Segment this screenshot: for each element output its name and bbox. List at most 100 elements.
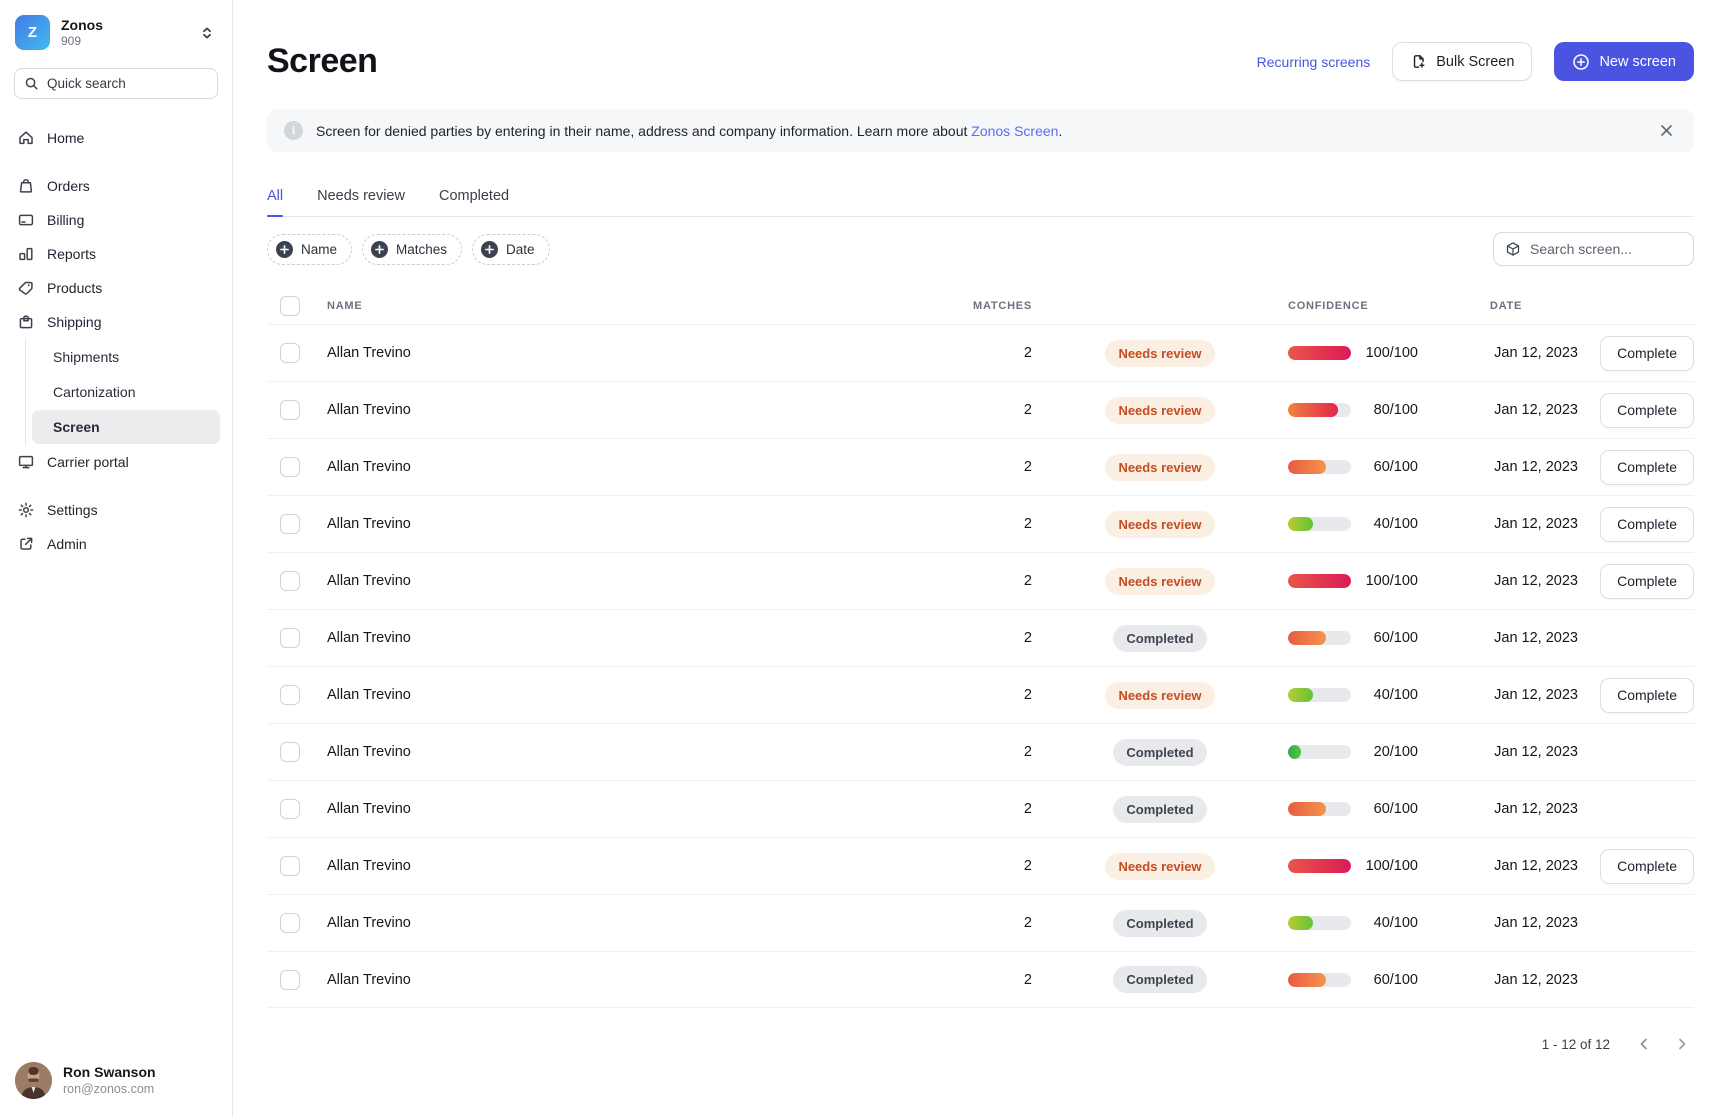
row-checkbox[interactable]	[280, 400, 300, 420]
plus-icon	[371, 241, 388, 258]
org-switcher[interactable]: Z Zonos 909	[0, 0, 232, 60]
banner-text: Screen for denied parties by entering in…	[316, 123, 1643, 139]
confidence-value: 20/100	[1363, 744, 1418, 760]
complete-button[interactable]: Complete	[1600, 507, 1694, 542]
sidebar-subitem-cartonization[interactable]: Cartonization	[32, 375, 220, 409]
chevron-left-icon[interactable]	[1632, 1032, 1656, 1056]
row-checkbox[interactable]	[280, 343, 300, 363]
row-checkbox[interactable]	[280, 742, 300, 762]
sidebar-item-label: Orders	[47, 178, 90, 194]
row-name: Allan Trevino	[327, 744, 906, 760]
info-banner: i Screen for denied parties by entering …	[267, 109, 1694, 152]
complete-button[interactable]: Complete	[1600, 849, 1694, 884]
tab-completed[interactable]: Completed	[439, 188, 509, 216]
table-header: Name Matches Confidence Date	[267, 287, 1694, 324]
row-checkbox[interactable]	[280, 457, 300, 477]
confidence-bar	[1288, 745, 1351, 759]
sidebar-item-orders[interactable]: Orders	[0, 169, 232, 203]
sidebar-item-label: Shipping	[47, 314, 102, 330]
sidebar-nav: Home Orders Billing Reports Products Shipping…	[0, 121, 232, 1048]
complete-button[interactable]: Complete	[1600, 336, 1694, 371]
sidebar-item-settings[interactable]: Settings	[0, 493, 232, 527]
status-badge: Completed	[1113, 910, 1206, 937]
confidence-bar	[1288, 460, 1351, 474]
row-date: Jan 12, 2023	[1434, 630, 1578, 646]
tab-all[interactable]: All	[267, 188, 283, 216]
column-header-date: Date	[1434, 300, 1578, 312]
sidebar-item-admin[interactable]: Admin	[0, 527, 232, 561]
row-date: Jan 12, 2023	[1434, 744, 1578, 760]
sidebar-item-reports[interactable]: Reports	[0, 237, 232, 271]
row-checkbox[interactable]	[280, 514, 300, 534]
confidence-bar	[1288, 346, 1351, 360]
table-row: Allan Trevino2Completed60/100Jan 12, 202…	[267, 609, 1694, 666]
confidence-value: 100/100	[1363, 345, 1418, 361]
row-matches: 2	[922, 402, 1032, 418]
filter-chip-label: Date	[506, 242, 535, 257]
complete-button[interactable]: Complete	[1600, 564, 1694, 599]
new-screen-button[interactable]: New screen	[1554, 42, 1694, 81]
pagination: 1 - 12 of 12	[267, 1032, 1694, 1076]
sidebar-item-shipping[interactable]: Shipping	[0, 305, 232, 339]
confidence-value: 60/100	[1363, 630, 1418, 646]
status-badge: Completed	[1113, 739, 1206, 766]
complete-button[interactable]: Complete	[1600, 450, 1694, 485]
zonos-screen-link[interactable]: Zonos Screen	[971, 123, 1058, 139]
row-matches: 2	[922, 915, 1032, 931]
filter-chip-name[interactable]: Name	[267, 234, 352, 265]
row-name: Allan Trevino	[327, 858, 906, 874]
cube-icon	[1505, 241, 1521, 257]
sidebar-item-carrier-portal[interactable]: Carrier portal	[0, 445, 232, 479]
chevron-right-icon[interactable]	[1670, 1032, 1694, 1056]
row-checkbox[interactable]	[280, 799, 300, 819]
row-name: Allan Trevino	[327, 345, 906, 361]
select-all-checkbox[interactable]	[280, 296, 300, 316]
reports-icon	[17, 245, 35, 263]
filter-chip-date[interactable]: Date	[472, 234, 550, 265]
sidebar-subitem-screen[interactable]: Screen	[32, 410, 220, 444]
sidebar: Z Zonos 909 Quick search Home Orders Billi…	[0, 0, 233, 1117]
row-date: Jan 12, 2023	[1434, 972, 1578, 988]
bulk-screen-button[interactable]: Bulk Screen	[1392, 42, 1532, 81]
complete-button[interactable]: Complete	[1600, 678, 1694, 713]
row-checkbox[interactable]	[280, 571, 300, 591]
row-matches: 2	[922, 459, 1032, 475]
confidence-value: 40/100	[1363, 516, 1418, 532]
sidebar-item-label: Reports	[47, 246, 96, 262]
sidebar-item-label: Settings	[47, 502, 98, 518]
filter-chip-matches[interactable]: Matches	[362, 234, 462, 265]
sidebar-item-home[interactable]: Home	[0, 121, 232, 155]
sidebar-item-products[interactable]: Products	[0, 271, 232, 305]
row-name: Allan Trevino	[327, 915, 906, 931]
row-checkbox[interactable]	[280, 970, 300, 990]
row-checkbox[interactable]	[280, 628, 300, 648]
sidebar-item-billing[interactable]: Billing	[0, 203, 232, 237]
chevron-up-down-icon[interactable]	[196, 22, 218, 44]
quick-search-input[interactable]: Quick search	[14, 68, 218, 99]
tab-needs-review[interactable]: Needs review	[317, 188, 405, 216]
complete-button[interactable]: Complete	[1600, 393, 1694, 428]
row-checkbox[interactable]	[280, 685, 300, 705]
table-row: Allan Trevino2Needs review100/100Jan 12,…	[267, 552, 1694, 609]
table-row: Allan Trevino2Completed60/100Jan 12, 202…	[267, 951, 1694, 1008]
row-checkbox[interactable]	[280, 856, 300, 876]
billing-icon	[17, 211, 35, 229]
confidence-bar	[1288, 631, 1351, 645]
sidebar-subitem-shipments[interactable]: Shipments	[32, 340, 220, 374]
user-menu[interactable]: Ron Swanson ron@zonos.com	[0, 1048, 232, 1117]
row-name: Allan Trevino	[327, 459, 906, 475]
nav-sub-list: ShipmentsCartonizationScreen	[26, 339, 232, 445]
bulk-screen-label: Bulk Screen	[1436, 54, 1514, 70]
recurring-screens-link[interactable]: Recurring screens	[1257, 54, 1371, 70]
confidence-value: 80/100	[1363, 402, 1418, 418]
status-badge: Completed	[1113, 966, 1206, 993]
row-date: Jan 12, 2023	[1434, 858, 1578, 874]
close-icon[interactable]	[1656, 120, 1677, 141]
confidence-bar	[1288, 517, 1351, 531]
search-screen-input[interactable]	[1530, 241, 1682, 257]
row-checkbox[interactable]	[280, 913, 300, 933]
confidence-value: 40/100	[1363, 687, 1418, 703]
status-badge: Completed	[1113, 796, 1206, 823]
row-matches: 2	[922, 687, 1032, 703]
confidence-bar	[1288, 802, 1351, 816]
